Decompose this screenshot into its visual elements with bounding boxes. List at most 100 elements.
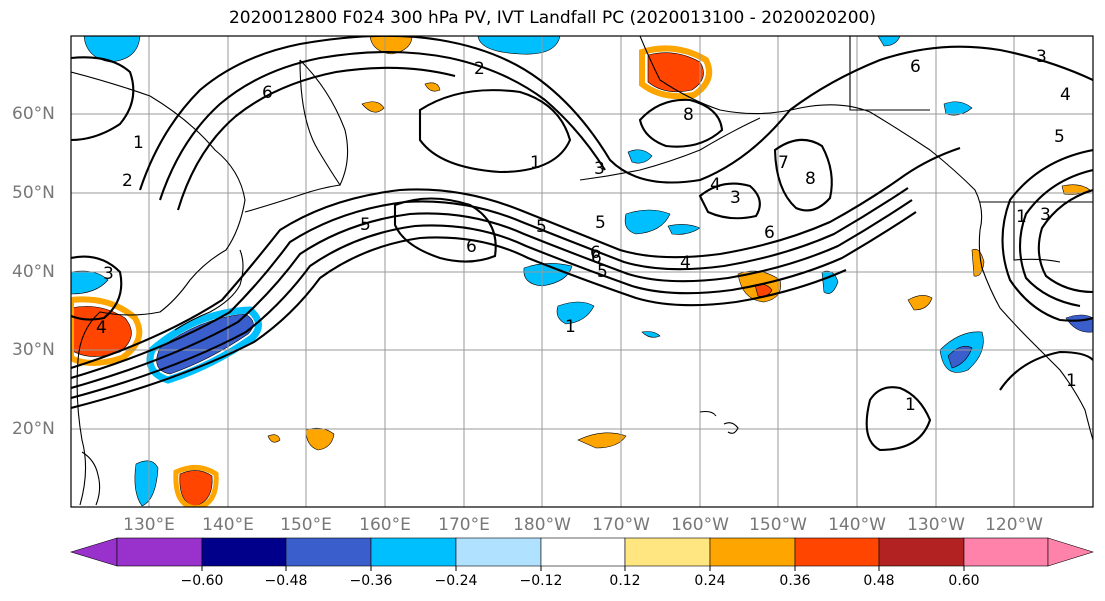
neg-anomaly-n2 [477,36,561,55]
colorbar-bin [540,537,626,567]
contour-jet-4 [71,211,917,400]
contour-south-loop [865,386,932,452]
contour-north-2 [159,50,606,201]
neg-anomaly-c7 [71,270,109,295]
pos-anomaly-bering [647,52,704,93]
contour-label: 3 [1036,47,1047,67]
contour-north-1 [139,36,1093,191]
pos-anomaly-south [179,470,213,507]
lon-tick-label: 170°E [438,515,490,535]
neg-anomaly-c8 [943,101,973,116]
contour-label: 1 [905,395,916,415]
lon-tick-label: 180°W [513,515,571,535]
contour-loop-2 [393,197,497,263]
lon-tick-label: 150°W [749,515,807,535]
contour-jet-3 [71,199,913,390]
colorbar-bin [878,537,965,567]
coast-alaska [639,36,983,231]
map-frame [70,35,1094,508]
contour-loop-5 [638,98,724,148]
pos-anomaly-sub2 [577,432,627,449]
colorbar-tick-label: −0.48 [264,573,308,589]
contour-label: 1 [1016,207,1027,227]
coast-asia [71,71,246,506]
contour-north-3 [176,66,456,211]
contour-jet-5 [71,236,847,410]
contour-label: 2 [474,59,485,79]
pos-anomaly-sub3 [907,295,933,311]
neg-anomaly-c2 [523,263,573,287]
contour-label: 5 [1054,127,1065,147]
contour-label: 6 [466,237,477,257]
neg-anomaly-c1 [624,209,671,235]
coast-hawaii [699,410,739,434]
contour-label: 6 [910,57,921,77]
contour-label: 3 [594,159,605,179]
contour-label: 5 [597,262,608,282]
pv-contours [71,36,1093,452]
coastlines [71,36,1093,506]
colorbar-tick-label: 0.24 [694,573,726,589]
contour-trough-west-3 [1037,188,1093,294]
contour-loop-1 [418,89,572,174]
pos-anomaly-south-edge [173,465,219,507]
neg-anomaly-c4 [821,270,839,294]
pos-anomaly-small3 [267,434,281,443]
contour-label: 2 [122,171,133,191]
colorbar-tick-label: −0.60 [180,573,224,589]
contour-label: 3 [730,188,741,208]
lon-tick-label: 150°E [280,515,332,535]
lon-tick-label: 120°W [985,515,1043,535]
colorbar-bin [624,537,711,567]
pos-anomaly-bering-edge [639,45,712,100]
contour-jet-2 [71,187,909,380]
contour-label: 5 [595,213,606,233]
contour-loop-4 [698,182,761,220]
colorbar-bin [370,537,457,567]
contour-label: 1 [530,153,541,173]
colorbar-tick-label: −0.36 [349,573,393,589]
contour-topleft [71,56,135,142]
lon-tick-label: 140°E [202,515,254,535]
contour-trough-west [1001,148,1093,322]
lat-tick-label: 50°N [12,183,55,203]
colorbar-bin [116,537,203,567]
colorbar-tick-label: 0.48 [863,573,895,589]
neg-anomaly-hawaii-core [947,345,973,369]
colorbar-tick-label: 0.36 [779,573,811,589]
lon-tick-label: 140°W [828,515,886,535]
neg-anomaly-n1 [83,36,141,63]
contour-west-nose [71,255,123,321]
lon-tick-label: 130°E [123,515,175,535]
contour-label: 4 [680,253,691,273]
colorbar-tick-label: 0.60 [948,573,980,589]
coast-philippines [81,451,101,506]
coast-nwcoast [978,229,1093,441]
contour-label: 3 [103,264,114,284]
lon-tick-label: 170°W [592,515,650,535]
colorbar-bin [794,537,880,567]
neg-anomaly-c3 [556,301,595,325]
lon-tick-label: 160°W [671,515,729,535]
lat-tick-label: 30°N [12,340,55,360]
colorbar-extend-low [69,537,118,567]
pos-anomaly-small1 [424,82,441,92]
contour-jet-1 [71,147,961,370]
colorbar-bin [709,537,796,567]
contour-label-layer: 6 2 1 5 2 1 1 3 4 5 6 3 8 4 3 7 8 6 6 5 … [96,47,1077,415]
colorbar-bin [963,537,1049,567]
contour-label: 1 [565,317,576,337]
lat-tick-label: 60°N [12,104,55,124]
contour-label: 4 [96,318,107,338]
colorbar-tick-label: 0.12 [609,573,641,589]
coast-japan [174,249,244,331]
contour-label: 6 [590,243,601,263]
contour-south-east [999,350,1093,391]
neg-anomaly-c12 [641,331,661,338]
pos-anomaly-coast [971,248,985,277]
contour-label: 7 [778,153,789,173]
contour-label: 8 [683,105,694,125]
neg-anomaly-japan-edge [146,306,262,384]
colorbar-tick-label: −0.24 [434,573,478,589]
contour-label: 6 [262,83,273,103]
